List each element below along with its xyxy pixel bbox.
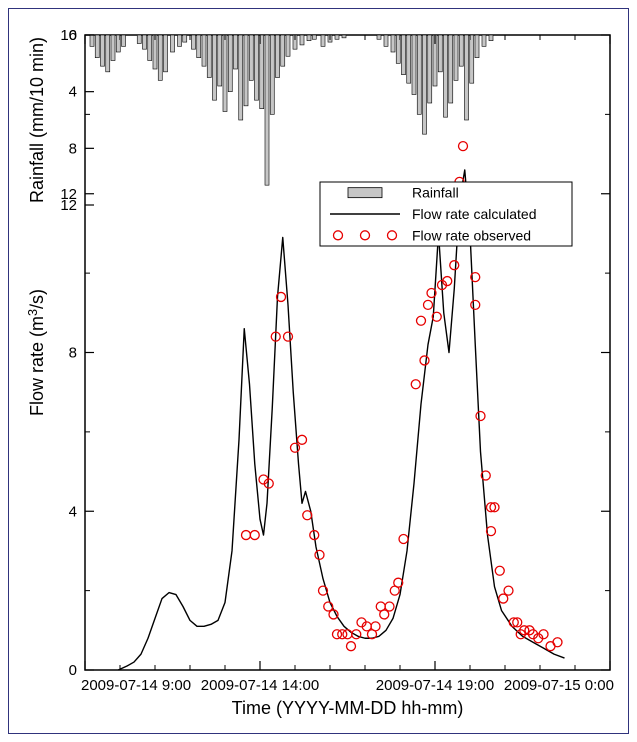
svg-text:4: 4 xyxy=(69,503,77,520)
x-axis: 2009-07-14 9:00 2009-07-14 14:00 2009-07-1… xyxy=(81,35,614,718)
svg-text:8: 8 xyxy=(69,140,77,157)
svg-text:Flow rate calculated: Flow rate calculated xyxy=(412,206,537,222)
chart-svg: 2009-07-14 9:00 2009-07-14 14:00 2009-07-1… xyxy=(9,9,628,733)
svg-text:Rainfall: Rainfall xyxy=(412,185,459,201)
svg-text:4: 4 xyxy=(69,84,77,101)
y-axis-rainfall-label: Rainfall (mm/10 min) xyxy=(27,37,47,203)
svg-text:Flow rate observed: Flow rate observed xyxy=(412,227,531,243)
y-axis-flow-label: Flow rate (m3/s) xyxy=(26,289,47,416)
y-axis-flow: 0481216Flow rate (m3/s) xyxy=(26,27,610,679)
svg-text:2009-07-14 14:00: 2009-07-14 14:00 xyxy=(201,677,319,694)
svg-text:2009-07-14 9:00: 2009-07-14 9:00 xyxy=(81,677,191,694)
svg-text:12: 12 xyxy=(60,197,77,214)
svg-text:0: 0 xyxy=(69,662,77,679)
x-axis-label: Time (YYYY-MM-DD hh-mm) xyxy=(232,698,464,718)
outer-frame: 2009-07-14 9:00 2009-07-14 14:00 2009-07-1… xyxy=(8,8,629,734)
legend: Rainfall Flow rate calculated Flow rate ob… xyxy=(320,182,572,246)
svg-text:8: 8 xyxy=(69,345,77,362)
svg-text:2009-07-15 0:00: 2009-07-15 0:00 xyxy=(504,677,614,694)
plot-border xyxy=(85,35,610,670)
svg-text:2009-07-14 19:00: 2009-07-14 19:00 xyxy=(376,677,494,694)
svg-text:0: 0 xyxy=(69,27,77,44)
rainfall-bars xyxy=(90,35,493,185)
chart-page: 2009-07-14 9:00 2009-07-14 14:00 2009-07-1… xyxy=(0,0,637,742)
